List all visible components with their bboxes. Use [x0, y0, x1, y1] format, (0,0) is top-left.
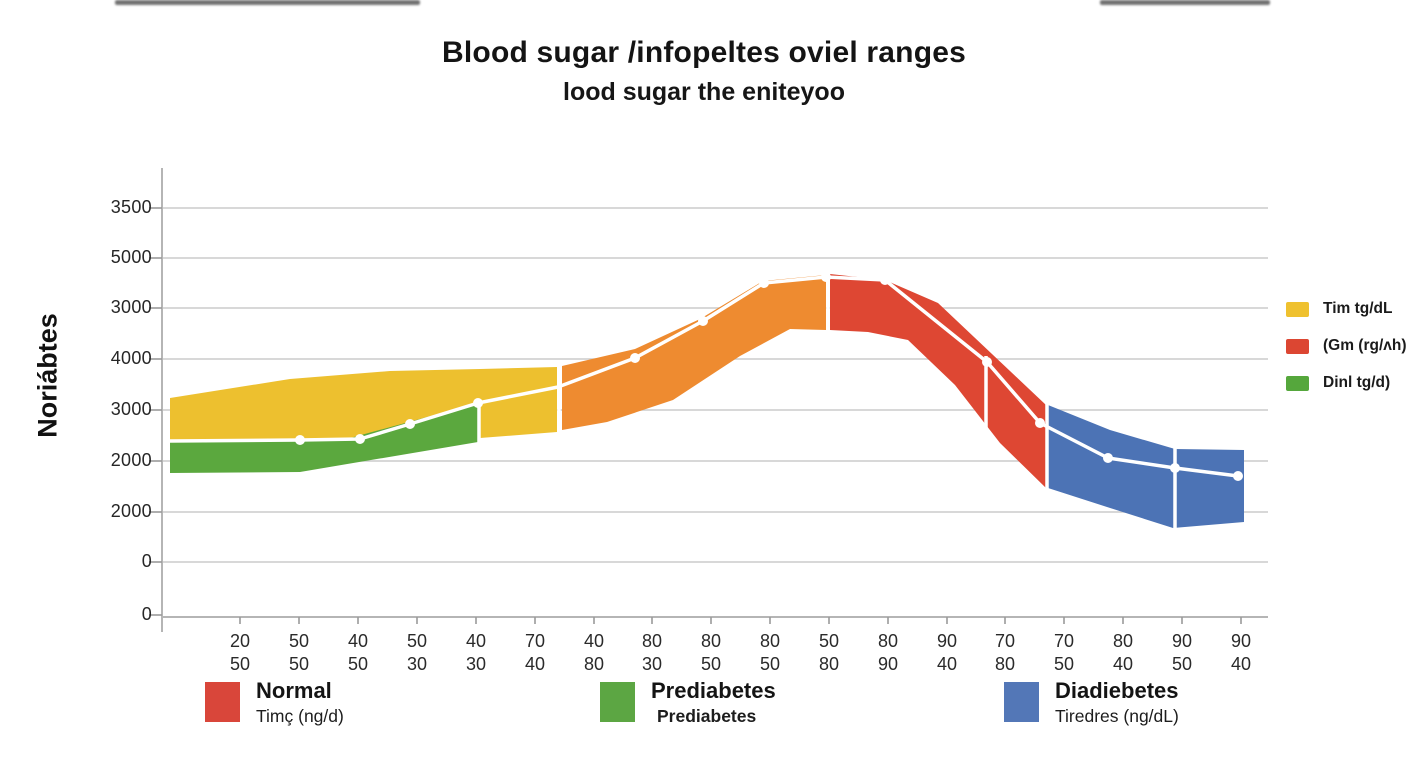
- x-tick-label: 40 50: [347, 631, 369, 674]
- side-legend-label: Dinl tg/d): [1323, 374, 1391, 391]
- data-point-marker: [1170, 463, 1180, 473]
- band-normal-green: [170, 403, 478, 473]
- data-point-marker: [473, 398, 483, 408]
- x-tick-label: 50 50: [288, 631, 310, 674]
- legend-swatch-green-icon: [1286, 375, 1309, 391]
- legend-swatch-prediabetes-icon: [600, 682, 635, 722]
- data-point-marker: [698, 316, 708, 326]
- x-tick-label: 80 50: [700, 631, 722, 674]
- x-tick-label: 20 50: [229, 631, 251, 674]
- y-tick-label: 5000: [110, 247, 152, 267]
- x-tick-label: 50 30: [406, 631, 428, 674]
- band-tail-blue: [1048, 405, 1244, 528]
- y-tick-label: 2000: [110, 450, 152, 470]
- x-tick-label: 80 30: [641, 631, 663, 674]
- bottom-legend-item-normal: Normal Timç (ng/d): [205, 678, 344, 728]
- data-point-marker: [355, 434, 365, 444]
- y-tick-label: 0: [141, 551, 152, 571]
- side-legend: Tim tg/dL (Gm (rg/ʌh) Dinl tg/d): [1286, 300, 1408, 411]
- x-tick-label: 70 40: [524, 631, 546, 674]
- bottom-legend-item-diabetes: Diadiebetes Tiredres (ng/dL): [1004, 678, 1179, 728]
- legend-title: Prediabetes: [651, 678, 776, 703]
- legend-swatch-yellow-icon: [1286, 301, 1309, 317]
- data-point-marker: [295, 435, 305, 445]
- x-tick-label: 90 50: [1171, 631, 1193, 674]
- data-point-marker: [880, 275, 890, 285]
- y-tick-label: 0: [141, 604, 152, 624]
- x-tick-label: 80 90: [877, 631, 899, 674]
- y-tick-label: 4000: [110, 348, 152, 368]
- legend-title: Normal: [256, 678, 332, 703]
- band-peak-red: [830, 274, 1046, 488]
- band-normal-yellow: [170, 367, 557, 441]
- legend-subtitle: Timç (ng/d): [256, 706, 344, 726]
- y-tick-label: 2000: [110, 501, 152, 521]
- y-tick-label: 3000: [110, 297, 152, 317]
- legend-subtitle: Prediabetes: [657, 706, 757, 726]
- x-tick-label: 70 80: [994, 631, 1016, 674]
- x-tick-label: 80 40: [1112, 631, 1134, 674]
- trend-line: [168, 275, 1240, 478]
- data-point-marker: [1035, 418, 1045, 428]
- x-tick-label: 90 40: [1230, 631, 1252, 674]
- x-tick-label: 70 50: [1053, 631, 1075, 674]
- legend-swatch-normal-icon: [205, 682, 240, 722]
- side-legend-label: (Gm (rg/ʌh): [1323, 337, 1407, 354]
- legend-swatch-diabetes-icon: [1004, 682, 1039, 722]
- side-legend-item: Dinl tg/d): [1286, 374, 1408, 392]
- x-tick-label: 50 80: [818, 631, 840, 674]
- legend-title: Diadiebetes: [1055, 678, 1179, 703]
- x-tick-label: 80 50: [759, 631, 781, 674]
- x-tick-label: 40 80: [583, 631, 605, 674]
- y-tick-label: 3000: [110, 399, 152, 419]
- data-point-marker: [759, 278, 769, 288]
- top-artifact-right: [1100, 0, 1270, 5]
- side-legend-label: Tim tg/dL: [1323, 300, 1393, 317]
- bottom-legend-item-prediabetes: Prediabetes Prediabetes: [600, 678, 776, 728]
- data-point-marker: [405, 419, 415, 429]
- x-tick-label: 40 30: [465, 631, 487, 674]
- y-tick-label: 3500: [110, 197, 152, 217]
- data-point-marker: [1103, 453, 1113, 463]
- band-rising-orange: [562, 275, 826, 430]
- data-point-marker: [821, 272, 831, 282]
- x-tick-label: 90 40: [936, 631, 958, 674]
- side-legend-item: (Gm (rg/ʌh): [1286, 337, 1408, 355]
- legend-subtitle: Tiredres (ng/dL): [1055, 706, 1179, 726]
- data-point-marker: [982, 357, 992, 367]
- data-point-marker: [1233, 471, 1243, 481]
- top-artifact-left: [115, 0, 420, 5]
- data-point-marker: [630, 353, 640, 363]
- chart-subtitle: lood sugar the eniteyoo: [563, 78, 845, 106]
- side-legend-item: Tim tg/dL: [1286, 300, 1408, 318]
- legend-swatch-red-icon: [1286, 338, 1309, 354]
- chart-title: Blood sugar /infopeltes oviel ranges: [442, 36, 966, 69]
